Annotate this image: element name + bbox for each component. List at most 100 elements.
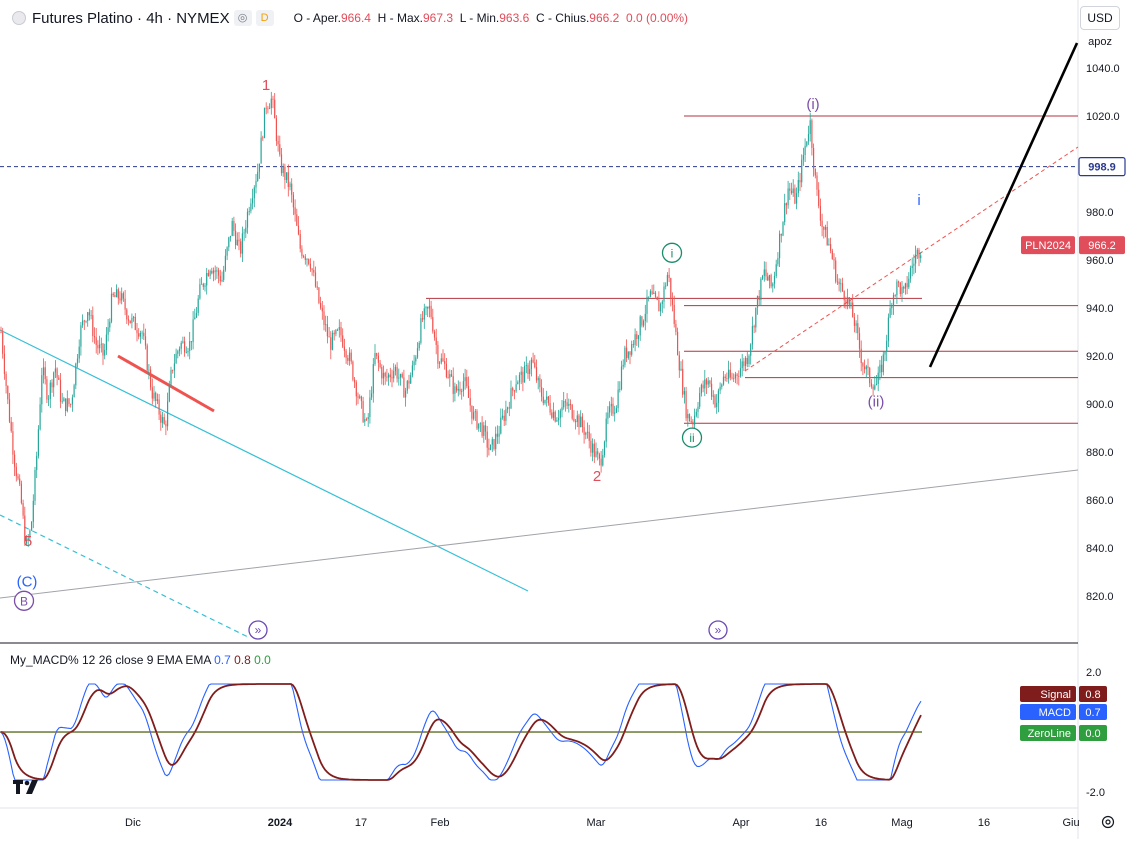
- candle-body: [389, 374, 391, 378]
- candle-body: [381, 367, 383, 379]
- candle-body: [595, 451, 597, 457]
- x-tick-label: 16: [978, 817, 990, 829]
- wave-label: (C): [17, 574, 38, 591]
- candle-body: [743, 361, 745, 366]
- candle-body: [121, 293, 123, 301]
- dividend-badge[interactable]: D: [255, 10, 274, 26]
- candle-body: [758, 296, 760, 301]
- symbol-title[interactable]: Futures Platino · 4h · NYMEX: [32, 9, 230, 27]
- candle-body: [228, 237, 230, 248]
- candle-body: [770, 275, 772, 287]
- candle-body: [585, 432, 587, 435]
- symbol-logo-icon[interactable]: [12, 11, 26, 25]
- wave-label: (ii): [868, 394, 885, 411]
- candle-body: [107, 327, 109, 335]
- currency-selector[interactable]: USD: [1080, 6, 1120, 30]
- candle-body: [705, 379, 708, 385]
- candle-body: [818, 189, 820, 206]
- candle-body: [114, 295, 116, 298]
- y-tick-label: 1020.0: [1086, 111, 1120, 123]
- candle-body: [892, 295, 895, 306]
- candle-body: [161, 417, 164, 423]
- candle-body: [156, 399, 158, 401]
- candle-body: [529, 368, 531, 374]
- x-tick-label: Apr: [732, 817, 749, 829]
- macd-name-label: Signal: [1040, 689, 1071, 701]
- candle-body: [739, 368, 742, 377]
- candle-body: [787, 188, 789, 206]
- candle-body: [738, 375, 740, 377]
- candle-body: [360, 396, 362, 401]
- signal-line: [0, 683, 922, 781]
- candle-body: [823, 226, 825, 230]
- candle-body: [671, 298, 674, 305]
- candle-body: [299, 234, 301, 249]
- candle-body: [571, 404, 573, 419]
- candles-group: [0, 91, 922, 547]
- candle-body: [82, 320, 84, 326]
- gear-icon[interactable]: [1100, 814, 1116, 830]
- candle-body: [158, 399, 160, 415]
- candle-body: [620, 366, 623, 390]
- candle-body: [688, 414, 691, 422]
- candle-body: [792, 188, 794, 194]
- candle-body: [330, 337, 332, 350]
- candle-body: [734, 374, 736, 379]
- candle-body: [665, 285, 667, 287]
- candle-body: [80, 325, 82, 347]
- candle-body: [575, 421, 577, 423]
- candle-body: [852, 302, 854, 318]
- candle-body: [44, 367, 46, 380]
- candle-body: [12, 431, 14, 455]
- candle-body: [99, 344, 101, 349]
- tradingview-logo-icon[interactable]: [12, 778, 44, 796]
- candle-body: [53, 372, 55, 388]
- candle-body: [172, 370, 174, 371]
- wave-label-circle: [13, 590, 35, 611]
- candle-body: [699, 393, 701, 407]
- candle-body: [65, 398, 67, 412]
- candle-body: [105, 334, 107, 351]
- x-tick-label: 2024: [268, 817, 293, 829]
- candle-body: [109, 321, 111, 328]
- candle-body: [388, 374, 390, 378]
- macd-value-label: 0.7: [1085, 707, 1100, 719]
- candle-body: [19, 478, 21, 484]
- candle-body: [229, 235, 232, 238]
- macd-legend[interactable]: My_MACD% 12 26 close 9 EMA EMA 0.7 0.8 0…: [10, 653, 271, 667]
- candle-body: [694, 415, 696, 425]
- candle-body: [865, 366, 867, 370]
- candle-body: [233, 220, 235, 231]
- candle-body: [605, 418, 607, 442]
- candle-body: [340, 327, 342, 336]
- candle-body: [167, 401, 169, 427]
- symbol-badge-box: [1021, 236, 1075, 255]
- candle-body: [466, 377, 468, 387]
- candle-body: [41, 375, 43, 405]
- candle-body: [513, 390, 515, 392]
- candle-body: [246, 211, 249, 228]
- candle-body: [263, 107, 266, 139]
- candle-body: [90, 315, 92, 316]
- candle-body: [127, 319, 130, 321]
- x-tick-label: Mag: [891, 817, 912, 829]
- candle-body: [129, 320, 131, 324]
- candle-body: [457, 388, 459, 391]
- candle-body: [265, 107, 267, 109]
- candle-body: [170, 370, 172, 386]
- candle-body: [583, 427, 585, 435]
- candle-body: [321, 307, 323, 312]
- candle-body: [272, 98, 274, 100]
- candle-body: [717, 390, 719, 403]
- candle-body: [636, 334, 638, 339]
- candle-body: [722, 376, 725, 385]
- candle-body: [631, 344, 633, 355]
- candle-body: [144, 336, 147, 346]
- eye-icon[interactable]: ◎: [233, 10, 252, 26]
- scale-mode-label[interactable]: apoz: [1088, 36, 1112, 48]
- candle-body: [765, 269, 767, 277]
- candle-body: [71, 397, 73, 405]
- candle-body: [882, 354, 884, 373]
